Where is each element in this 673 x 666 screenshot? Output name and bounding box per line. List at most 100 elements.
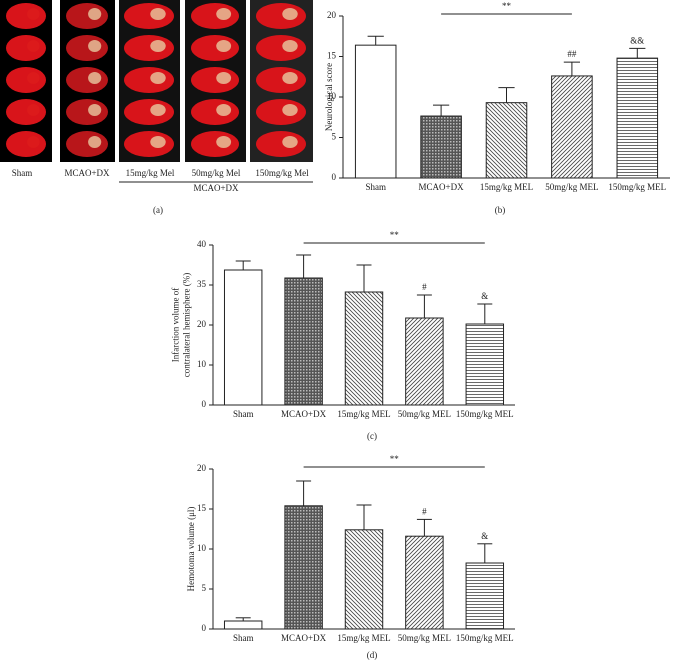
y-tick-label: 10: [327, 91, 337, 101]
slice: [124, 35, 174, 61]
significance-label: #: [422, 506, 427, 516]
slice-lesion: [282, 104, 298, 116]
x-tick-label: Sham: [233, 633, 254, 643]
panel-caption: (c): [367, 431, 377, 441]
x-tick-label: 15mg/kg MEL: [337, 409, 390, 419]
y-tick-label: 20: [197, 319, 207, 329]
y-tick-label: 10: [197, 543, 207, 553]
slice: [66, 131, 108, 157]
slice: [66, 67, 108, 93]
slice: [124, 131, 174, 157]
brain-slices: [0, 0, 313, 162]
significance-label: **: [502, 1, 512, 11]
slice-lesion: [282, 8, 298, 20]
y-axis-label: Neurological score: [324, 63, 334, 131]
bar: [465, 562, 505, 630]
x-tick-label: 150mg/kg MEL: [608, 182, 666, 192]
y-tick-label: 0: [202, 623, 207, 633]
y-tick-label: 15: [327, 51, 337, 61]
slice-label: Sham: [12, 168, 33, 178]
y-axis-label: Infarction volume of: [171, 288, 181, 362]
x-tick-label: 15mg/kg MEL: [337, 633, 390, 643]
slice: [6, 35, 46, 61]
bar: [344, 291, 384, 406]
y-tick-label: 0: [332, 172, 337, 182]
slice: [6, 131, 46, 157]
slice: [6, 67, 46, 93]
slice: [256, 99, 306, 125]
significance-label: **: [390, 454, 400, 464]
significance-label: ##: [567, 49, 577, 59]
bar: [223, 269, 263, 406]
slice-lesion: [27, 40, 40, 52]
panel-caption: (a): [153, 205, 163, 215]
slice: [66, 35, 108, 61]
slice-lesion: [88, 104, 102, 116]
slice-lesion: [150, 40, 166, 52]
y-axis-label: contralateral hemisphere (%): [182, 273, 192, 377]
bar: [420, 115, 462, 179]
bar: [354, 44, 397, 179]
slice-lesion: [216, 72, 232, 84]
slice-lesion: [150, 8, 166, 20]
slice-label: 15mg/kg Mel: [126, 168, 175, 178]
significance-label: #: [422, 282, 427, 292]
y-tick-label: 35: [197, 279, 207, 289]
slice: [256, 131, 306, 157]
panel-caption: (d): [367, 650, 378, 660]
slice-lesion: [27, 8, 40, 20]
x-tick-label: 50mg/kg MEL: [545, 182, 598, 192]
bar: [551, 75, 593, 179]
slice-lesion: [282, 72, 298, 84]
x-tick-label: 15mg/kg MEL: [480, 182, 533, 192]
slice-lesion: [88, 136, 102, 148]
y-tick-label: 0: [202, 399, 207, 409]
y-tick-label: 40: [197, 239, 207, 249]
slice-lesion: [216, 40, 232, 52]
x-tick-label: 150mg/kg MEL: [456, 409, 514, 419]
slice: [6, 3, 46, 29]
bar: [485, 102, 528, 179]
bar: [405, 535, 444, 630]
slice-lesion: [88, 72, 102, 84]
slice-lesion: [150, 72, 166, 84]
slice: [124, 99, 174, 125]
slice-lesion: [88, 40, 102, 52]
slice-lesion: [216, 136, 232, 148]
slice-lesion: [282, 40, 298, 52]
significance-label: **: [390, 230, 400, 240]
group-label: MCAO+DX: [193, 183, 239, 193]
y-tick-label: 15: [197, 503, 207, 513]
bar: [465, 323, 505, 406]
x-tick-label: MCAO+DX: [281, 409, 327, 419]
panel-caption: (b): [495, 205, 506, 215]
x-tick-label: Sham: [365, 182, 386, 192]
significance-label: &&: [630, 35, 644, 45]
slice: [256, 67, 306, 93]
y-tick-label: 5: [332, 132, 337, 142]
y-tick-label: 10: [197, 359, 207, 369]
bar: [284, 277, 323, 406]
slice-lesion: [88, 8, 102, 20]
y-tick-label: 20: [197, 463, 207, 473]
slice: [191, 3, 239, 29]
bar: [284, 505, 323, 630]
significance-label: &: [481, 291, 488, 301]
x-tick-label: 50mg/kg MEL: [398, 409, 451, 419]
slice-lesion: [216, 8, 232, 20]
slice-label: 50mg/kg Mel: [192, 168, 241, 178]
slice-lesion: [27, 136, 40, 148]
slice: [124, 3, 174, 29]
slice: [191, 99, 239, 125]
slice: [191, 67, 239, 93]
x-tick-label: 50mg/kg MEL: [398, 633, 451, 643]
slice-lesion: [27, 104, 40, 116]
slice: [124, 67, 174, 93]
x-tick-label: 150mg/kg MEL: [456, 633, 514, 643]
slice: [191, 131, 239, 157]
slice: [66, 99, 108, 125]
bar: [405, 317, 444, 406]
bar: [344, 529, 384, 630]
bar: [616, 57, 659, 179]
